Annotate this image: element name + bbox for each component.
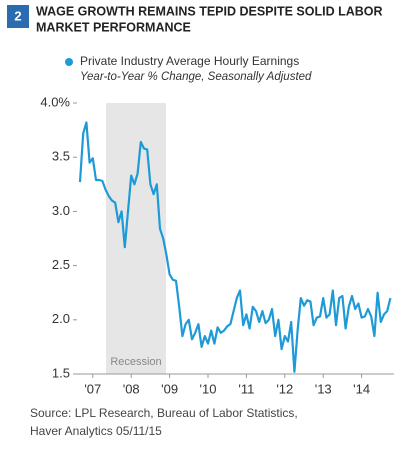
x-tick-label: '08	[123, 381, 140, 396]
y-tick-label: 4.0%	[40, 94, 70, 109]
legend-marker	[65, 58, 73, 66]
recession-label: Recession	[110, 356, 161, 368]
x-tick-label: '10	[200, 381, 217, 396]
y-tick-label: 3.0	[52, 203, 70, 218]
figure-badge	[7, 5, 29, 28]
figure-number: 2	[14, 8, 21, 23]
source-note: Haver Analytics 05/11/15	[30, 424, 162, 438]
y-tick-label: 1.5	[52, 365, 70, 380]
x-tick-label: '13	[315, 381, 332, 396]
chart-title: WAGE GROWTH REMAINS TEPID DESPITE SOLID …	[36, 4, 383, 18]
y-tick-label: 2.0	[52, 311, 70, 326]
data-line	[78, 121, 392, 373]
y-tick-label: 3.5	[52, 149, 70, 164]
y-tick-label: 2.5	[52, 257, 70, 272]
x-tick-label: '09	[161, 381, 178, 396]
legend-label: Private Industry Average Hourly Earnings	[80, 54, 299, 68]
x-tick-label: '07	[84, 381, 101, 396]
x-tick-label: '14	[353, 381, 370, 396]
x-tick-label: '11	[238, 381, 254, 396]
recession-shade	[106, 103, 166, 374]
x-tick-label: '12	[276, 381, 293, 396]
source-note: Source: LPL Research, Bureau of Labor St…	[30, 406, 298, 420]
chart-title: MARKET PERFORMANCE	[36, 20, 191, 34]
chart-subtitle: Year-to-Year % Change, Seasonally Adjust…	[80, 71, 312, 83]
